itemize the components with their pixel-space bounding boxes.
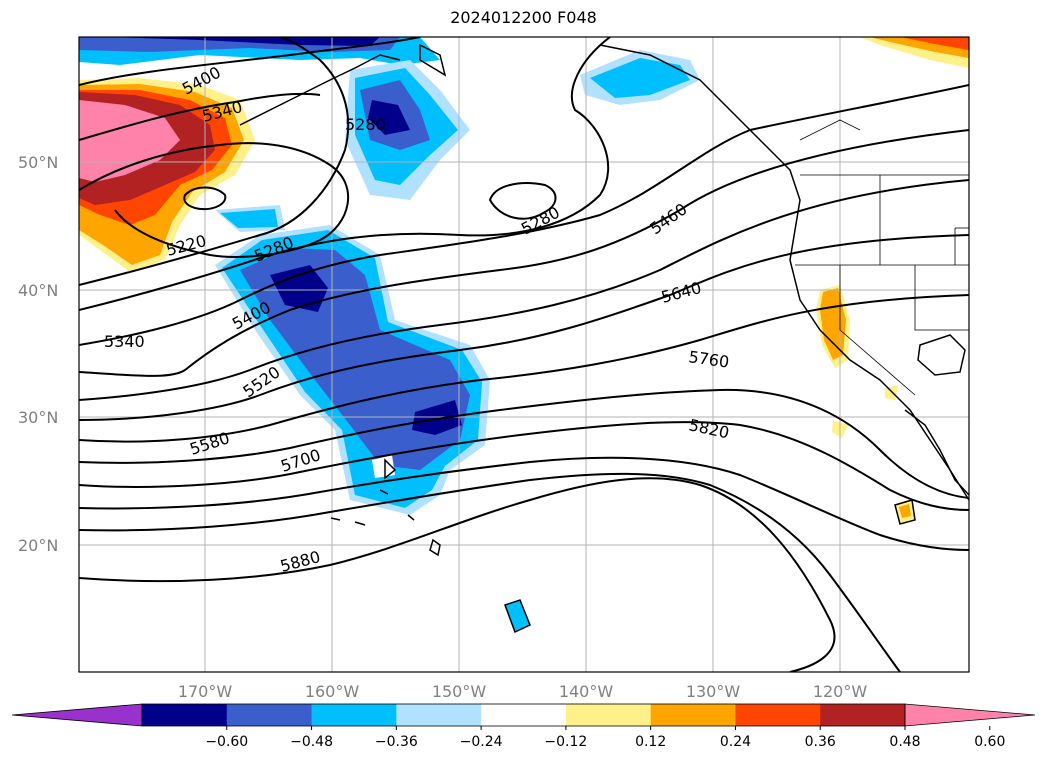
map-title: 2024012200 F048 xyxy=(450,8,597,27)
lon-label: 150°W xyxy=(432,682,487,701)
contour-label: 5340 xyxy=(104,332,145,351)
colorbar-tick-label: 0.48 xyxy=(889,734,920,750)
colorbar-tick-label: 0.24 xyxy=(720,734,751,750)
lon-label: 160°W xyxy=(305,682,360,701)
colorbar-segment xyxy=(142,704,228,726)
colorbar-extend-high xyxy=(904,703,1036,727)
colorbar-tick-label: −0.24 xyxy=(460,734,503,750)
longitude-labels: 170°W 160°W 150°W 140°W 130°W 120°W xyxy=(178,682,868,701)
coastlines xyxy=(239,43,969,634)
lon-label: 140°W xyxy=(559,682,614,701)
colorbar-tick-label: 0.12 xyxy=(635,734,666,750)
colorbar-tick-label: −0.48 xyxy=(290,734,333,750)
colorbar-extend-low xyxy=(11,703,143,727)
colorbar-tick-label: −0.36 xyxy=(375,734,418,750)
lon-label: 120°W xyxy=(813,682,868,701)
lon-label: 130°W xyxy=(686,682,741,701)
colorbar-frame xyxy=(141,703,906,727)
colorbar-segment xyxy=(481,704,567,726)
colorbar: −0.60 −0.48 −0.36 −0.24 −0.12 0.12 0.24 0.36 0.4… xyxy=(11,703,1036,750)
colorbar-segment xyxy=(226,704,313,726)
negative-anomaly-shading xyxy=(79,37,700,632)
latitude-labels: 50°N 40°N 30°N 20°N xyxy=(18,153,58,555)
colorbar-segment xyxy=(650,704,736,726)
colorbar-segment xyxy=(735,704,821,726)
gridlines xyxy=(79,37,969,672)
contour-label: 5280 xyxy=(345,115,386,134)
lon-label: 170°W xyxy=(178,682,233,701)
state-borders xyxy=(795,119,969,396)
colorbar-segment xyxy=(565,704,652,726)
plot-area: 5400 5340 5280 5220 5280 5280 5460 5400 … xyxy=(79,37,969,672)
lat-label: 50°N xyxy=(18,153,58,172)
lat-label: 40°N xyxy=(18,281,58,300)
plot-frame xyxy=(78,36,970,673)
colorbar-tick-label: −0.12 xyxy=(544,734,587,750)
colorbar-tick-label: 0.60 xyxy=(974,734,1005,750)
lat-label: 30°N xyxy=(18,408,58,427)
colorbar-segment xyxy=(820,704,906,726)
lat-label: 20°N xyxy=(18,536,58,555)
colorbar-tick-label: −0.60 xyxy=(205,734,248,750)
colorbar-segment xyxy=(311,704,397,726)
colorbar-tick-label: 0.36 xyxy=(805,734,836,750)
height-contours xyxy=(79,37,969,672)
colorbar-segment xyxy=(396,704,482,726)
